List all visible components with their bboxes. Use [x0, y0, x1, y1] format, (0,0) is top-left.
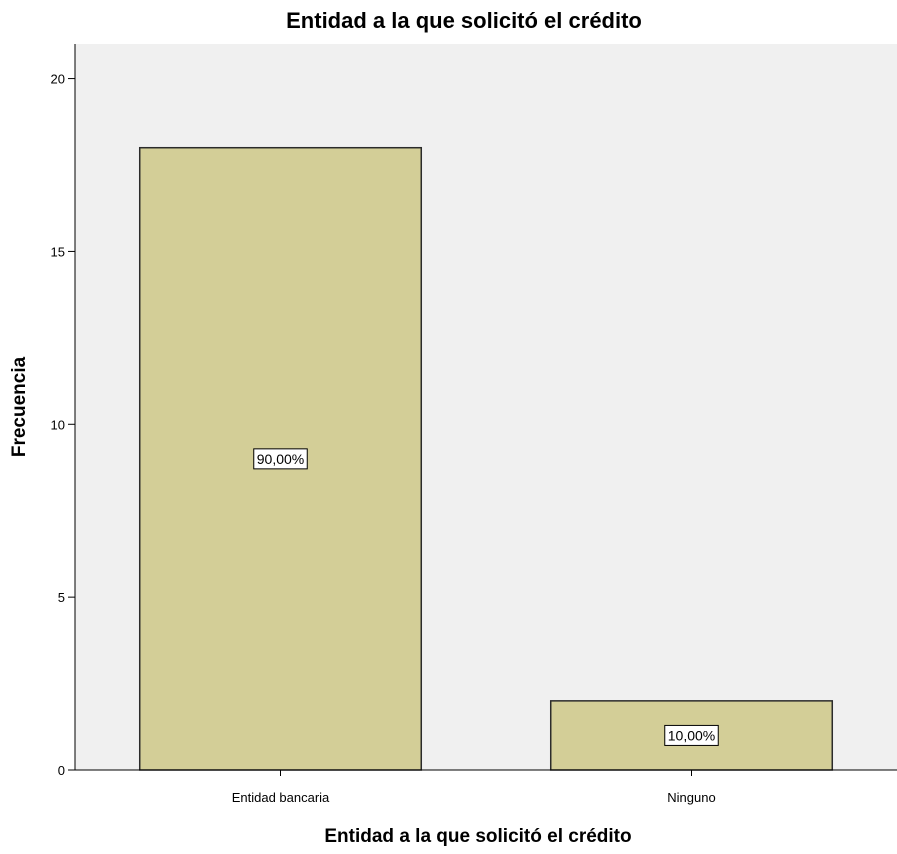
y-tick-label: 15 — [51, 244, 65, 259]
chart-title: Entidad a la que solicitó el crédito — [286, 8, 642, 33]
data-label-box — [664, 724, 719, 746]
x-category-label: Entidad bancaria — [232, 790, 330, 805]
y-tick-label: 0 — [58, 763, 65, 778]
data-label-text: 10,00% — [668, 727, 715, 743]
y-tick-label: 10 — [51, 417, 65, 432]
y-tick-label: 20 — [51, 72, 65, 87]
y-axis-ticks: 0 5 10 15 20 — [51, 72, 75, 778]
x-category-label: Ninguno — [667, 790, 715, 805]
data-labels-layer: 90,00% 10,00% — [253, 448, 719, 746]
data-label-box — [253, 448, 308, 470]
data-label-1: 10,00% — [664, 724, 719, 746]
data-label-0: 90,00% — [253, 448, 308, 470]
x-axis-categories: Entidad bancaria Ninguno — [232, 770, 716, 805]
y-tick-label: 5 — [58, 590, 65, 605]
y-axis-title: Frecuencia — [9, 356, 30, 457]
data-label-text: 90,00% — [257, 451, 304, 467]
x-axis-title: Entidad a la que solicitó el crédito — [324, 826, 631, 847]
